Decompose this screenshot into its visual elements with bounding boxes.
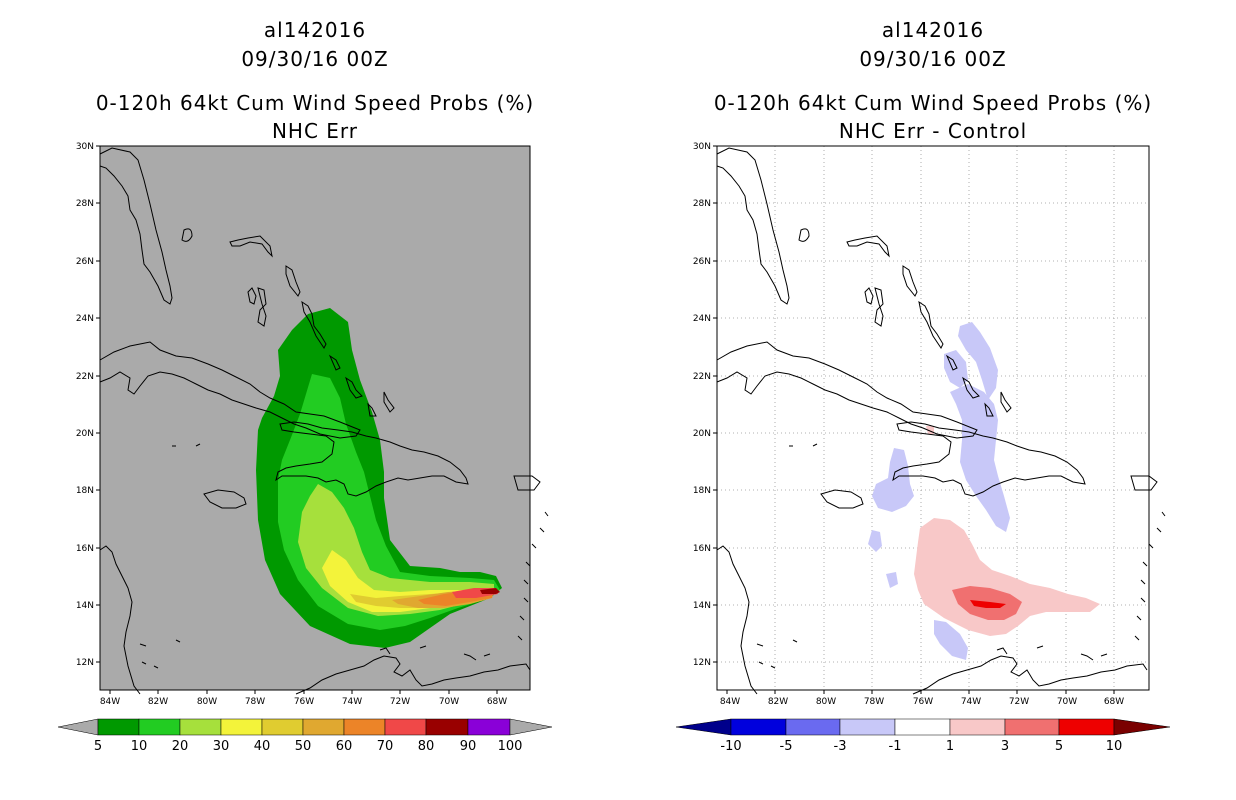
- right-lon-label: 72W: [1009, 697, 1029, 707]
- left-colorbar-swatch: [425, 718, 469, 736]
- right-map-panel: 30N 28N 26N 24N 22N 20N 18N 16N 14N 12N …: [693, 142, 1166, 707]
- right-lat-label: 22N: [693, 372, 711, 382]
- left-colorbar-label: 10: [131, 739, 148, 754]
- left-lon-label: 68W: [487, 697, 507, 707]
- right-colorbar-label: 3: [1001, 739, 1009, 754]
- left-map-panel: 30N 28N 26N 24N 22N 20N 18N 16N 14N 12N …: [76, 142, 549, 707]
- left-lon-label: 70W: [439, 697, 459, 707]
- left-lat-label: 12N: [76, 658, 94, 668]
- right-lat-label: 14N: [693, 601, 711, 611]
- right-lon-label: 76W: [913, 697, 933, 707]
- left-colorbar-high-arrow: [509, 718, 553, 736]
- left-lon-label: 78W: [245, 697, 265, 707]
- right-colorbar-label: 10: [1106, 739, 1123, 754]
- left-lat-label: 26N: [76, 257, 94, 267]
- left-colorbar-swatch: [97, 718, 140, 736]
- left-lon-label: 76W: [294, 697, 314, 707]
- left-lat-label: 20N: [76, 429, 94, 439]
- left-lat-ticks: 30N 28N 26N 24N 22N 20N 18N 16N 14N 12N: [76, 142, 100, 668]
- left-lat-label: 30N: [76, 142, 94, 152]
- right-subtitle: NHC Err - Control: [838, 119, 1028, 143]
- left-lat-label: 14N: [76, 601, 94, 611]
- right-lat-label: 18N: [693, 486, 711, 496]
- right-map-frame: [716, 145, 1150, 691]
- right-colorbar-label: -1: [889, 739, 902, 754]
- left-colorbar-label: 70: [377, 739, 394, 754]
- right-colorbar-swatch: [839, 718, 896, 736]
- right-lon-label: 78W: [864, 697, 884, 707]
- right-colorbar-label: 5: [1055, 739, 1063, 754]
- right-colorbar-low-arrow: [675, 718, 732, 736]
- left-storm-id: al142016: [263, 18, 367, 42]
- right-lon-label: 74W: [961, 697, 981, 707]
- left-colorbar-swatch: [138, 718, 181, 736]
- right-lat-label: 20N: [693, 429, 711, 439]
- left-lat-label: 24N: [76, 314, 94, 324]
- right-lon-label: 84W: [720, 697, 740, 707]
- right-lat-label: 24N: [693, 314, 711, 324]
- right-colorbar-swatch: [894, 718, 951, 736]
- right-lon-ticks: 84W 82W 80W 78W 76W 74W 72W 70W 68W: [720, 690, 1124, 707]
- left-probability-swath: [256, 308, 502, 648]
- left-lat-label: 22N: [76, 372, 94, 382]
- left-product-title: 0-120h 64kt Cum Wind Speed Probs (%): [95, 91, 535, 115]
- left-colorbar: 5 10 20 30 40 50 60 70 80 90 100: [57, 718, 553, 754]
- right-lon-label: 68W: [1104, 697, 1124, 707]
- left-lon-label: 82W: [148, 697, 168, 707]
- left-colorbar-low-arrow: [57, 718, 99, 736]
- left-colorbar-swatch: [302, 718, 345, 736]
- left-colorbar-label: 100: [498, 739, 523, 754]
- left-colorbar-swatch: [179, 718, 222, 736]
- left-colorbar-label: 30: [213, 739, 230, 754]
- right-lon-label: 70W: [1057, 697, 1077, 707]
- right-lat-label: 26N: [693, 257, 711, 267]
- left-colorbar-label: 80: [418, 739, 435, 754]
- left-lat-label: 28N: [76, 199, 94, 209]
- right-colorbar-label: -3: [834, 739, 847, 754]
- right-lon-label: 80W: [816, 697, 836, 707]
- right-colorbar-swatch: [730, 718, 787, 736]
- right-colorbar-swatch: [1004, 718, 1060, 736]
- left-colorbar-swatch: [467, 718, 511, 736]
- left-colorbar-swatch: [384, 718, 427, 736]
- right-colorbar-label: 1: [946, 739, 954, 754]
- left-datetime: 09/30/16 00Z: [241, 47, 389, 71]
- right-colorbar-swatch: [949, 718, 1006, 736]
- left-lon-label: 74W: [342, 697, 362, 707]
- left-colorbar-label: 60: [336, 739, 353, 754]
- right-lat-label: 12N: [693, 658, 711, 668]
- left-lon-ticks: 84W 82W 80W 78W 76W 74W 72W 70W 68W: [100, 690, 507, 707]
- right-colorbar-high-arrow: [1113, 718, 1171, 736]
- right-lon-label: 82W: [768, 697, 788, 707]
- left-colorbar-swatch: [261, 718, 304, 736]
- left-map-frame: [99, 145, 531, 691]
- left-lon-label: 80W: [197, 697, 217, 707]
- left-colorbar-swatch: [343, 718, 386, 736]
- left-lat-label: 16N: [76, 544, 94, 554]
- left-colorbar-label: 5: [94, 739, 102, 754]
- right-datetime: 09/30/16 00Z: [859, 47, 1007, 71]
- right-lat-label: 16N: [693, 544, 711, 554]
- left-colorbar-label: 50: [295, 739, 312, 754]
- right-lat-label: 30N: [693, 142, 711, 152]
- left-lon-label: 72W: [390, 697, 410, 707]
- left-lon-label: 84W: [100, 697, 120, 707]
- right-lat-label: 28N: [693, 199, 711, 209]
- left-colorbar-label: 20: [172, 739, 189, 754]
- left-subtitle: NHC Err: [271, 119, 359, 143]
- right-lat-ticks: 30N 28N 26N 24N 22N 20N 18N 16N 14N 12N: [693, 142, 717, 668]
- right-storm-id: al142016: [881, 18, 985, 42]
- right-difference-field: [868, 322, 1100, 660]
- right-colorbar-label: -5: [780, 739, 793, 754]
- left-colorbar-swatch: [220, 718, 263, 736]
- left-lat-label: 18N: [76, 486, 94, 496]
- right-colorbar-swatch: [785, 718, 841, 736]
- left-colorbar-label: 40: [254, 739, 271, 754]
- right-colorbar-swatch: [1058, 718, 1115, 736]
- right-colorbar: -10 -5 -3 -1 1 3 5 10: [675, 718, 1171, 754]
- right-product-title: 0-120h 64kt Cum Wind Speed Probs (%): [713, 91, 1153, 115]
- right-colorbar-label: -10: [720, 739, 741, 754]
- left-colorbar-label: 90: [460, 739, 477, 754]
